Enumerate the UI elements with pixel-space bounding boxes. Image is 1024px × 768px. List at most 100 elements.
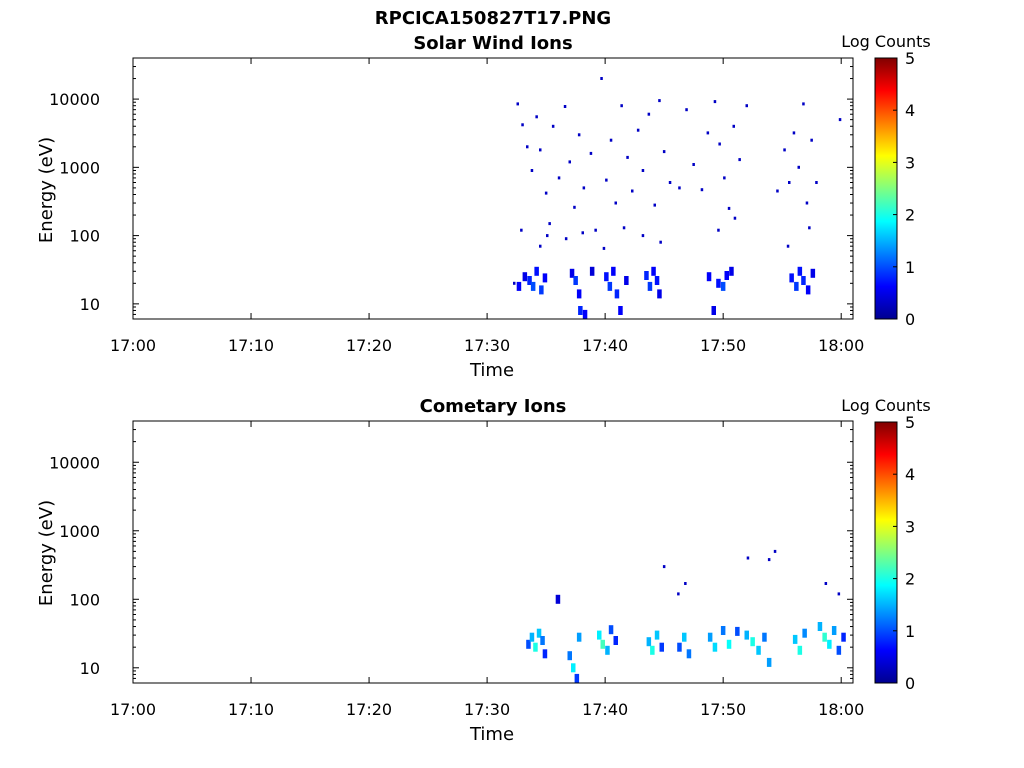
heatmap-cell <box>620 104 623 108</box>
x-tick-label: 17:10 <box>228 336 274 355</box>
colorbar-cometary: Log Counts 0 1 2 3 4 5 <box>841 396 931 693</box>
colorbar-solar-wind: Log Counts 0 1 2 3 4 5 <box>841 32 931 329</box>
heatmap-cell <box>539 244 542 248</box>
heatmap-cell <box>668 181 672 184</box>
heatmap-cell <box>727 206 731 210</box>
heatmap-cell <box>836 645 842 655</box>
heatmap-cell <box>677 642 682 652</box>
heatmap-cell <box>653 203 656 207</box>
heatmap-cell <box>654 276 660 285</box>
heatmap-cell <box>520 228 523 232</box>
heatmap-cell <box>602 246 606 250</box>
heatmap-cell <box>797 645 803 655</box>
heatmap-cell <box>631 189 634 193</box>
heatmap-cell <box>746 556 750 560</box>
heatmap-cell <box>718 142 721 146</box>
panel-cometary: Cometary Ions 17:00 17:10 17:20 17:30 17:40 1… <box>36 396 931 745</box>
heatmap-cell <box>788 181 791 184</box>
heatmap-cell <box>822 632 827 642</box>
heatmap-cell <box>817 622 823 631</box>
heatmap-cell <box>563 105 567 108</box>
heatmap-cell <box>684 582 687 585</box>
heatmap-cell <box>789 273 794 283</box>
heatmap-cell <box>624 276 629 285</box>
colorbar-ticks-cometary: 0 1 2 3 4 5 <box>893 413 915 693</box>
heatmap-cell <box>548 222 551 226</box>
heatmap-cell <box>578 306 583 315</box>
x-tick-label: 17:00 <box>110 700 156 719</box>
y-axis-label-solar-wind: Energy (eV) <box>36 137 57 243</box>
colorbar-tick-label: 3 <box>905 153 915 172</box>
heatmap-cell <box>792 131 796 135</box>
heatmap-cell <box>797 165 800 169</box>
heatmap-cell <box>713 100 717 104</box>
heatmap-cell <box>544 191 548 195</box>
heatmap-cell <box>650 645 655 655</box>
heatmap-cell <box>600 77 603 80</box>
heatmap-cell <box>706 131 710 135</box>
heatmap-cell <box>576 289 582 299</box>
heatmap-cell <box>604 272 609 282</box>
colorbar-label-cometary: Log Counts <box>841 396 931 415</box>
heatmap-cell <box>662 150 666 154</box>
heatmap-cell <box>536 628 542 638</box>
heatmap-cell <box>609 138 613 142</box>
heatmap-cell <box>686 649 692 659</box>
heatmap-cell <box>678 186 681 190</box>
x-tick-label: 17:20 <box>346 336 392 355</box>
colorbar-tick-label: 2 <box>905 570 915 589</box>
panel-title-cometary: Cometary Ions <box>420 396 567 417</box>
heatmap-cell <box>605 178 608 182</box>
x-tick-label: 17:10 <box>228 700 274 719</box>
heatmap-cell <box>551 124 555 128</box>
heatmap-cell <box>808 226 811 230</box>
heatmap-cell <box>568 160 571 164</box>
x-tick-label: 17:50 <box>700 336 746 355</box>
heatmap-cell <box>657 289 662 299</box>
heatmap-cell <box>802 628 807 638</box>
colorbar-tick-label: 3 <box>905 517 915 536</box>
colorbar-tick-label: 5 <box>905 413 915 432</box>
heatmap-cell <box>658 99 661 103</box>
heatmap-cell <box>564 237 568 241</box>
heatmap-cell <box>597 630 602 640</box>
heatmap-cell <box>720 626 726 635</box>
heatmap-cell <box>533 642 538 652</box>
heatmap-cell <box>706 272 712 282</box>
colorbar-label-solar-wind: Log Counts <box>841 32 931 51</box>
heatmap-cell <box>801 276 806 285</box>
heatmap-cell <box>735 626 740 636</box>
panel-title-solar-wind: Solar Wind Ions <box>413 33 572 54</box>
y-tick-label: 1000 <box>59 158 100 177</box>
heatmap-cell <box>567 651 572 661</box>
heatmap-cell <box>745 104 748 108</box>
heatmap-cell <box>716 278 721 288</box>
heatmap-cell <box>611 266 616 276</box>
heatmap-cell <box>527 276 532 285</box>
heatmap-cell <box>526 639 531 649</box>
panel-solar-wind: Solar Wind Ions 17:00 17:10 17:20 17:30 17:4… <box>36 32 931 381</box>
heatmap-cell <box>733 216 737 220</box>
heatmap-cell <box>521 123 524 127</box>
heatmap-cell <box>622 226 626 230</box>
heatmap-cell <box>729 266 734 276</box>
heatmap-cell <box>720 281 726 291</box>
heatmap-cell <box>824 582 828 585</box>
heatmap-cell <box>641 169 645 172</box>
colorbar-tick-label: 2 <box>905 206 915 225</box>
heatmap-cell <box>750 637 755 647</box>
y-axis-label-cometary: Energy (eV) <box>36 500 57 606</box>
heatmap-cell <box>539 285 544 295</box>
heatmap-cell <box>732 124 735 128</box>
heatmap-cell <box>786 244 790 248</box>
heatmap-cell <box>636 128 640 132</box>
heatmap-cell <box>682 632 687 642</box>
heatmap-cell <box>516 281 522 291</box>
heatmap-cell <box>647 281 653 291</box>
x-tick-label: 17:00 <box>110 336 156 355</box>
plot-area-solar-wind <box>132 57 854 320</box>
heatmap-cell <box>677 592 680 596</box>
colorbar-tick-label: 0 <box>905 310 915 329</box>
heatmap-cell <box>522 272 528 282</box>
